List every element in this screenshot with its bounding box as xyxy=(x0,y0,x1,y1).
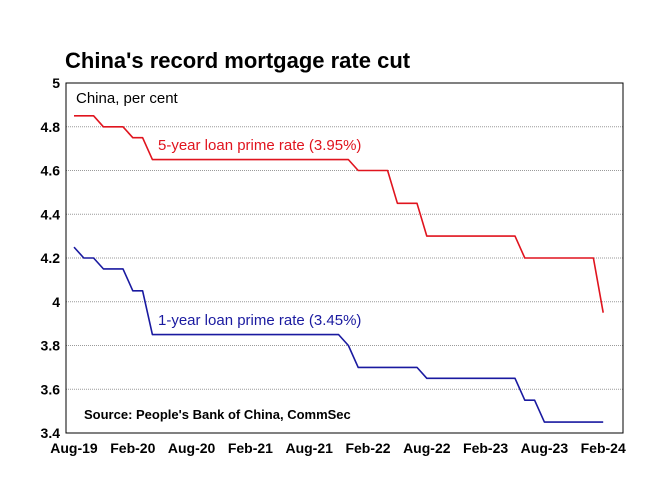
x-tick-label: Feb-23 xyxy=(463,440,508,456)
series-line-5-year xyxy=(74,115,604,313)
y-tick-label: 4.8 xyxy=(41,119,61,135)
x-tick-label: Feb-21 xyxy=(228,440,273,456)
x-axis: Aug-19 Feb-20 Aug-20 Feb-21 Aug-21 Feb-22 Aug-… xyxy=(50,440,626,456)
series-label-1-year: 1-year loan prime rate (3.45%) xyxy=(158,312,361,329)
y-axis: 3.4 3.6 3.8 4 4.2 4.4 4.6 4.8 5 xyxy=(41,75,61,441)
grid-lines xyxy=(66,126,623,390)
plot-frame xyxy=(65,82,624,434)
y-tick-label: 3.4 xyxy=(41,425,61,441)
y-tick-label: 4.4 xyxy=(41,206,61,222)
y-tick-label: 4 xyxy=(52,294,60,310)
chart-title: China's record mortgage rate cut xyxy=(65,48,411,73)
series-label-5-year: 5-year loan prime rate (3.95%) xyxy=(158,137,361,154)
x-tick-label: Aug-22 xyxy=(403,440,451,456)
x-tick-label: Feb-22 xyxy=(345,440,390,456)
x-tick-label: Feb-24 xyxy=(581,440,626,456)
y-tick-label: 3.6 xyxy=(41,381,61,397)
x-tick-label: Aug-21 xyxy=(285,440,333,456)
y-tick-label: 4.2 xyxy=(41,250,61,266)
x-tick-label: Aug-19 xyxy=(50,440,98,456)
series-lines xyxy=(73,115,604,423)
y-tick-label: 4.6 xyxy=(41,163,61,179)
x-tick-label: Aug-20 xyxy=(168,440,216,456)
x-tick-label: Feb-20 xyxy=(110,440,155,456)
unit-label: China, per cent xyxy=(76,90,179,107)
source-note: Source: People's Bank of China, CommSec xyxy=(84,407,351,422)
y-tick-label: 5 xyxy=(52,75,60,91)
y-tick-label: 3.8 xyxy=(41,338,61,354)
series-line-1-year xyxy=(73,246,604,423)
x-tick-label: Aug-23 xyxy=(521,440,569,456)
